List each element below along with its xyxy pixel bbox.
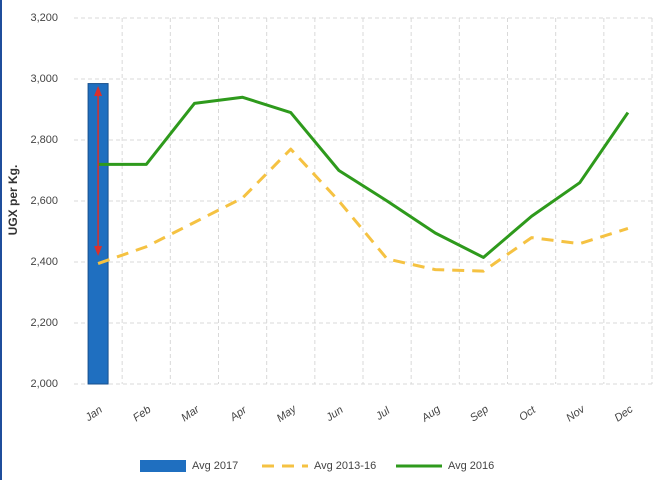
x-tick-label: Oct (517, 404, 539, 424)
x-tick-label: Aug (419, 403, 443, 425)
x-tick-label: Mar (179, 403, 202, 424)
x-tick-label: May (275, 402, 300, 425)
legend-swatch (140, 460, 186, 472)
legend-label: Avg 2016 (448, 460, 494, 472)
x-tick-label: Feb (131, 404, 153, 425)
x-tick-label: Dec (612, 403, 635, 424)
y-tick-label: 2,600 (30, 195, 58, 207)
x-tick-label: Sep (468, 403, 491, 424)
legend-label: Avg 2013-16 (314, 460, 376, 472)
y-tick-label: 3,200 (30, 12, 58, 24)
y-tick-label: 2,000 (30, 378, 58, 390)
x-tick-label: Jan (82, 404, 104, 425)
y-tick-label: 3,000 (30, 73, 58, 85)
line (98, 95, 630, 259)
y-tick-label: 2,400 (30, 256, 58, 268)
x-tick-label: Jul (373, 405, 393, 424)
y-tick-label: 2,800 (30, 134, 58, 146)
x-tick-label: Apr (227, 403, 250, 424)
y-tick-label: 2,200 (30, 317, 58, 329)
x-tick-label: Nov (564, 403, 588, 425)
x-tick-label: Jun (323, 404, 345, 425)
y-axis-label: UGX per Kg. (6, 165, 20, 236)
legend-label: Avg 2017 (192, 460, 238, 472)
